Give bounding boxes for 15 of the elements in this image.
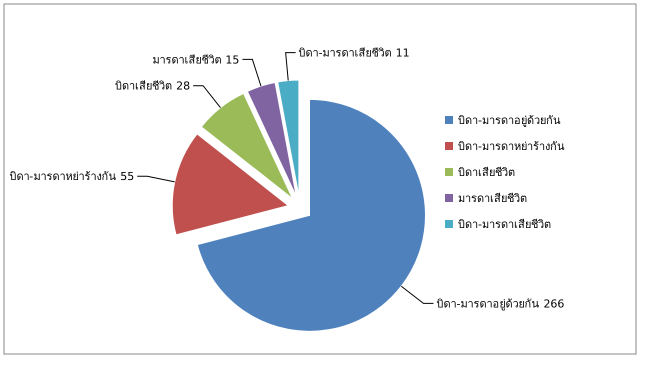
- legend-label: บิดาเสียชีวิต: [458, 166, 515, 179]
- slice-label: มารดาเสียชีวิต: [152, 53, 222, 66]
- slice-label: บิดา-มารดาหย่าร้างกัน: [9, 170, 116, 184]
- value-label: 11: [396, 46, 410, 60]
- legend-label: มารดาเสียชีวิต: [458, 192, 527, 205]
- slice-label: บิดา-มารดาเสียชีวิต: [298, 46, 392, 60]
- value-label: 28: [176, 80, 190, 93]
- legend-label: บิดา-มารดาหย่าร้างกัน: [458, 140, 565, 153]
- legend-label: บิดา-มารดาเสียชีวิต: [458, 218, 551, 231]
- slice-label: บิดา-มารดาอยู่ด้วยกัน: [436, 297, 540, 310]
- value-label: 266: [543, 297, 564, 310]
- value-label: 55: [120, 170, 134, 184]
- slice-label: บิดาเสียชีวิต: [115, 80, 172, 93]
- legend-label: บิดา-มารดาอยู่ด้วยกัน: [458, 114, 561, 127]
- value-label: 15: [225, 53, 240, 66]
